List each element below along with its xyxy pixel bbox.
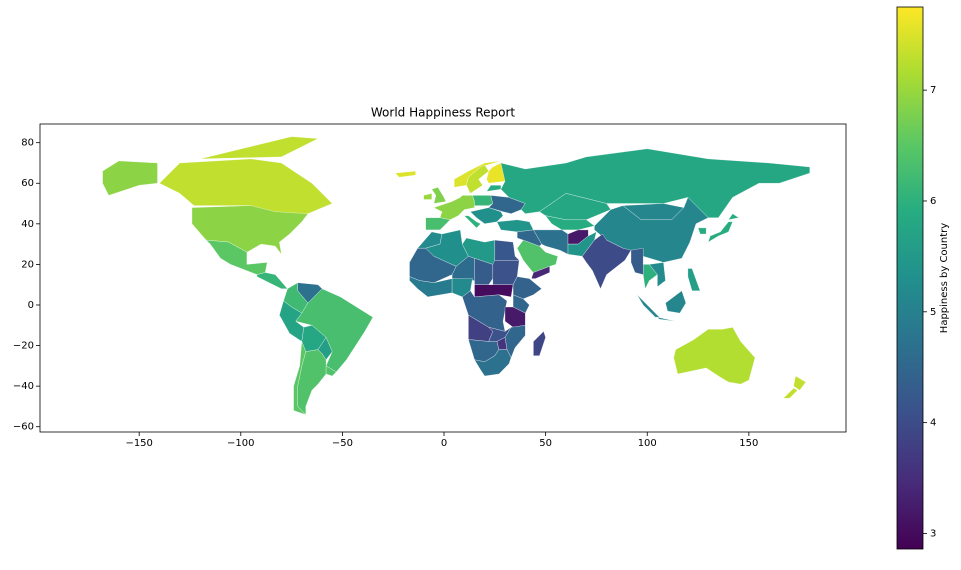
colorbar-tick-label: 6 [930, 196, 936, 207]
y-tick-label: 80 [21, 138, 34, 149]
y-tick-label: 0 [28, 300, 34, 311]
country [431, 187, 447, 204]
axes-frame [39, 123, 847, 433]
country [630, 248, 644, 275]
country [545, 215, 595, 231]
x-tick-label: −150 [125, 438, 152, 449]
colorbar-tick-label: 5 [930, 307, 936, 318]
country [656, 316, 676, 322]
country [200, 136, 319, 160]
country [783, 388, 798, 399]
colorbar-tick-label: 7 [930, 85, 936, 96]
country [728, 213, 740, 221]
country [458, 215, 481, 229]
country [423, 193, 432, 200]
country [496, 219, 534, 233]
y-tick-label: 60 [21, 178, 34, 189]
country [517, 229, 542, 247]
x-tick-label: 150 [739, 438, 758, 449]
country [159, 158, 333, 220]
country [472, 195, 493, 206]
country [512, 294, 530, 314]
country [325, 365, 337, 377]
country [191, 205, 309, 255]
country [494, 239, 520, 261]
country [531, 266, 550, 279]
country [636, 294, 660, 318]
colorbar [896, 6, 924, 550]
country [474, 284, 514, 298]
country [687, 268, 701, 291]
y-tick-label: 20 [21, 259, 34, 270]
x-tick-label: 50 [539, 438, 552, 449]
x-tick-label: −100 [227, 438, 254, 449]
y-tick-label: 40 [21, 219, 34, 230]
country [462, 290, 508, 332]
y-tick-label: −60 [13, 422, 34, 433]
country [102, 160, 158, 196]
colorbar-tick-label: 4 [930, 418, 936, 429]
country [793, 375, 807, 391]
x-tick-label: 100 [638, 438, 657, 449]
country [533, 331, 546, 356]
country [707, 221, 733, 243]
x-tick-label: 0 [441, 438, 447, 449]
country [665, 290, 687, 314]
map [102, 136, 810, 415]
country [486, 185, 502, 192]
country [697, 227, 707, 235]
colorbar-label: Happiness by Country [939, 223, 950, 333]
colorbar-tick-label: 3 [930, 528, 936, 539]
y-tick-label: −20 [13, 341, 34, 352]
country [474, 349, 512, 377]
country [649, 262, 666, 288]
country [256, 272, 288, 289]
country [394, 170, 416, 178]
chart-title: World Happiness Report [371, 106, 516, 120]
country [673, 327, 756, 385]
country [293, 341, 306, 415]
country [425, 217, 451, 231]
country [512, 276, 542, 300]
y-tick-label: −40 [13, 381, 34, 392]
x-tick-label: −50 [332, 438, 353, 449]
